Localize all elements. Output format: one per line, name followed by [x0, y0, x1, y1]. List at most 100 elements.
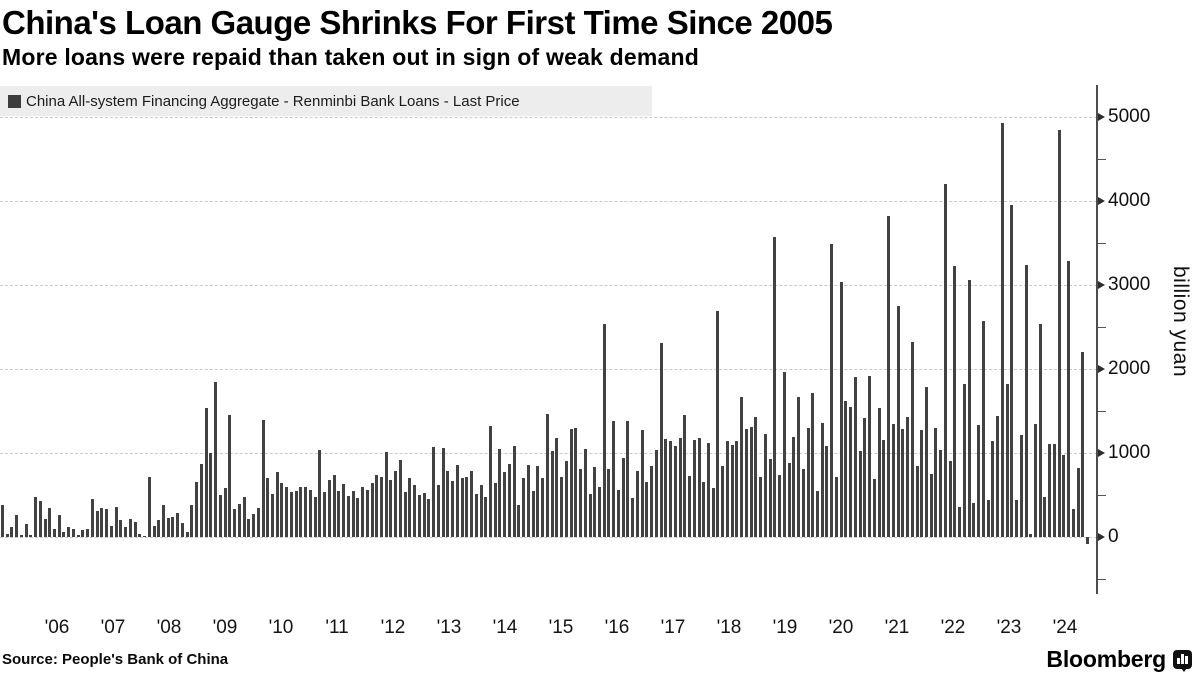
y-tick-label: 0: [1108, 526, 1119, 547]
bloomberg-wordmark: Bloomberg: [1046, 646, 1166, 672]
y-tick-label: 3000: [1108, 274, 1151, 295]
data-bar: [697, 437, 701, 537]
data-bar: [375, 474, 379, 537]
y-tick-arrow-icon: [1098, 197, 1105, 205]
data-bar: [678, 437, 682, 537]
data-bar: [920, 430, 924, 537]
data-bar: [896, 306, 900, 537]
data-bar: [5, 533, 9, 537]
data-bar: [138, 534, 142, 537]
data-bar: [261, 420, 265, 537]
data-bar: [1052, 443, 1056, 537]
data-bar: [616, 489, 620, 537]
y-minor-tick: [1098, 411, 1106, 412]
data-bar: [152, 525, 156, 537]
data-bar: [351, 490, 355, 537]
data-bar: [631, 498, 635, 537]
data-bar: [252, 514, 256, 537]
data-bar: [275, 472, 279, 537]
data-bar: [380, 477, 383, 537]
data-bar: [1067, 260, 1071, 537]
data-bar: [114, 506, 118, 537]
y-tick-label: 5000: [1108, 106, 1151, 127]
x-tick-label: '23: [996, 617, 1022, 638]
data-bar: [427, 499, 431, 537]
data-bar: [759, 476, 763, 537]
data-bar: [294, 490, 298, 537]
data-bar: [981, 321, 985, 537]
data-bar: [664, 438, 668, 537]
data-bar: [304, 487, 308, 537]
data-bar: [465, 477, 469, 537]
data-bar: [721, 466, 725, 537]
data-bar: [228, 414, 232, 537]
data-bar: [436, 484, 440, 537]
bloomberg-logo: Bloomberg: [1046, 646, 1192, 673]
data-bar: [1019, 434, 1023, 537]
data-bar: [716, 311, 720, 537]
data-bar: [602, 323, 606, 537]
data-bar: [1076, 468, 1080, 537]
x-tick-label: '15: [548, 617, 574, 638]
data-bar: [787, 463, 791, 537]
data-bar: [707, 442, 710, 537]
data-bar: [157, 520, 161, 537]
data-bar: [839, 281, 843, 537]
data-bar: [1015, 500, 1019, 537]
data-bar: [256, 507, 260, 537]
x-tick-label: '09: [212, 617, 238, 638]
data-bar: [195, 482, 199, 537]
x-tick-label: '19: [772, 617, 798, 638]
data-bar: [986, 500, 990, 537]
data-bar: [143, 536, 147, 538]
y-minor-tick: [1098, 327, 1106, 328]
data-bar: [673, 446, 677, 537]
data-bar: [1005, 384, 1009, 537]
y-minor-tick: [1098, 243, 1106, 244]
data-bar: [332, 474, 336, 537]
data-bar: [939, 450, 943, 537]
data-bar: [550, 451, 554, 537]
data-bar: [1081, 352, 1085, 537]
legend-label: China All-system Financing Aggregate - R…: [26, 92, 520, 110]
data-bar: [725, 441, 729, 537]
x-tick-label: '14: [492, 617, 518, 638]
data-bar: [81, 529, 85, 537]
data-bar: [792, 437, 796, 537]
data-bar: [119, 520, 123, 537]
data-bar: [778, 474, 782, 537]
data-bar: [517, 505, 521, 537]
data-bar: [541, 478, 545, 537]
data-bar: [1062, 454, 1066, 537]
data-bar: [569, 429, 573, 537]
y-tick-label: 1000: [1108, 442, 1151, 463]
data-bar: [692, 440, 696, 537]
data-bar: [365, 489, 369, 537]
data-bar: [1000, 122, 1004, 537]
data-bar: [323, 491, 327, 537]
x-tick-label: '18: [716, 617, 742, 638]
data-bar: [962, 384, 966, 537]
y-tick-arrow-icon: [1098, 113, 1105, 121]
bloomberg-chart-icon: [1173, 650, 1192, 672]
data-bar: [105, 509, 109, 537]
data-bar: [474, 494, 478, 537]
data-bar: [626, 421, 630, 537]
data-bar: [621, 458, 625, 537]
data-bar: [124, 526, 128, 537]
data-bar: [645, 482, 649, 537]
data-bar: [1057, 130, 1061, 537]
data-bar: [370, 483, 374, 537]
data-bar: [858, 451, 862, 537]
data-bar: [730, 444, 734, 537]
data-bar: [489, 426, 492, 537]
data-bar: [34, 496, 38, 537]
data-bar: [906, 416, 910, 537]
data-bar: [711, 488, 715, 537]
data-bar: [669, 441, 673, 537]
x-tick-label: '13: [436, 617, 462, 638]
data-bar: [76, 535, 80, 537]
x-tick-label: '21: [884, 617, 910, 638]
data-bar: [38, 500, 42, 537]
